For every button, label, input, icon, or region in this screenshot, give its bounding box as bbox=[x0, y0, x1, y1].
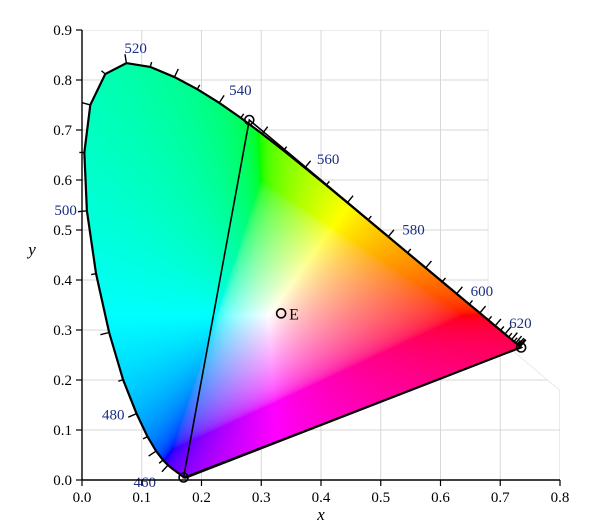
x-tick-label: 0.5 bbox=[371, 490, 390, 506]
chromaticity-diagram: 460 480 500 520 540 560 580 600 620 E 0.0 0.1 0.2 0.3… bbox=[0, 0, 600, 525]
wavelength-label-480: 480 bbox=[102, 408, 125, 424]
x-tick-label: 0.6 bbox=[431, 490, 450, 506]
y-tick-label: 0.0 bbox=[53, 473, 72, 489]
wavelength-label-560: 560 bbox=[317, 152, 340, 168]
y-axis-title: y bbox=[26, 240, 36, 259]
wavelength-label-620: 620 bbox=[509, 316, 532, 332]
wavelength-label-540: 540 bbox=[229, 83, 252, 99]
y-tick-label: 0.1 bbox=[53, 423, 72, 439]
wavelength-label-520: 520 bbox=[124, 41, 147, 57]
wavelength-label-580: 580 bbox=[402, 223, 425, 239]
x-tick-label: 0.4 bbox=[312, 490, 331, 506]
y-tick-label: 0.9 bbox=[53, 23, 72, 39]
x-tick-label: 0.8 bbox=[551, 490, 570, 506]
y-tick-label: 0.4 bbox=[53, 273, 72, 289]
y-tick-label: 0.7 bbox=[53, 123, 72, 139]
y-tick-label: 0.2 bbox=[53, 373, 72, 389]
x-tick-label: 0.7 bbox=[491, 490, 510, 506]
y-tick-label: 0.3 bbox=[53, 323, 72, 339]
wavelength-label-460: 460 bbox=[134, 475, 157, 491]
x-tick-label: 0.2 bbox=[192, 490, 211, 506]
y-tick-label: 0.6 bbox=[53, 173, 72, 189]
wavelength-label-500: 500 bbox=[54, 203, 77, 219]
x-axis-title: x bbox=[316, 505, 325, 524]
wavelength-label-600: 600 bbox=[471, 284, 494, 300]
y-tick-label: 0.8 bbox=[53, 73, 72, 89]
white-point-label: E bbox=[289, 306, 299, 323]
x-tick-label: 0.1 bbox=[132, 490, 151, 506]
x-tick-label: 0.3 bbox=[252, 490, 271, 506]
x-tick-label: 0.0 bbox=[73, 490, 92, 506]
y-tick-label: 0.5 bbox=[53, 223, 72, 239]
